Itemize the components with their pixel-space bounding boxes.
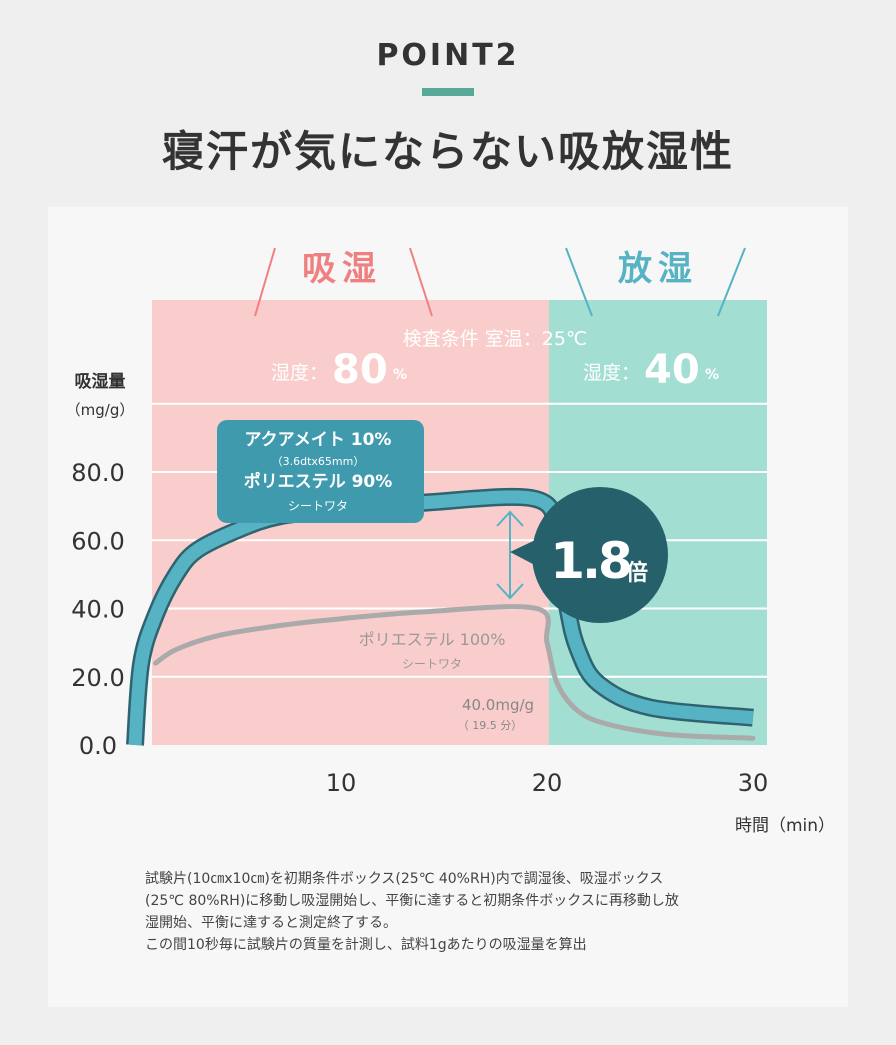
y-tick-label: 80.0 — [71, 459, 124, 487]
absorb-deco-right — [409, 247, 433, 317]
absorb-deco-left — [254, 247, 276, 317]
polyester-line1: ポリエステル 100% — [359, 630, 506, 649]
ratio-unit: 倍 — [626, 560, 648, 586]
absorb-percent: % — [393, 367, 407, 383]
y-axis-label: 吸湿量 — [75, 371, 126, 392]
release-deco-left — [565, 247, 593, 317]
note-line: 試験片(10㎝x10㎝)を初期条件ボックス(25℃ 40%RH)内で調湿後、吸湿… — [145, 871, 664, 887]
release-humidity-value: 40 — [644, 347, 700, 393]
note-line: この間10秒毎に試験片の質量を計測し、試料1gあたりの吸湿量を算出 — [145, 937, 587, 953]
point-label: POINT2 — [376, 38, 520, 73]
y-axis-unit: （mg/g） — [66, 401, 135, 419]
x-tick-labels: 10 20 30 — [326, 769, 769, 797]
y-tick-label: 0.0 — [79, 732, 117, 760]
y-tick-labels: 0.0 20.0 40.0 60.0 80.0 — [71, 459, 124, 760]
x-tick-label: 30 — [738, 769, 769, 797]
release-percent: % — [705, 367, 719, 383]
aquameit-callout: アクアメイト 10% （3.6dtx65mm） ポリエステル 90% シートワタ — [217, 420, 424, 523]
accent-bar — [422, 88, 474, 96]
y-tick-label: 40.0 — [71, 596, 124, 624]
absorb-label: 吸湿 — [302, 249, 382, 289]
condition-text: 検査条件 室温：25℃ — [403, 328, 588, 350]
x-tick-label: 20 — [532, 769, 563, 797]
ratio-badge: 1.8 倍 — [510, 487, 668, 623]
polyester-line2: シートワタ — [402, 657, 462, 671]
aquameit-line1: アクアメイト 10% — [245, 430, 392, 450]
absorb-humidity-value: 80 — [332, 347, 388, 393]
ratio-value: 1.8 — [550, 532, 630, 590]
test-method-note: 試験片(10㎝x10㎝)を初期条件ボックス(25℃ 40%RH)内で調湿後、吸湿… — [145, 868, 785, 956]
release-deco-right — [717, 247, 746, 317]
point-time: （ 19.5 分） — [458, 719, 523, 732]
x-tick-label: 10 — [326, 769, 357, 797]
note-line: 湿開始、平衡に達すると測定終了する。 — [145, 915, 397, 931]
page-title: 寝汗が気にならない吸放湿性 — [161, 127, 734, 176]
point-value: 40.0mg/g — [462, 696, 534, 714]
aquameit-line4: シートワタ — [288, 499, 348, 513]
aquameit-line3: ポリエステル 90% — [244, 471, 393, 492]
aquameit-line2: （3.6dtx65mm） — [272, 455, 365, 468]
x-axis-label: 時間（min） — [735, 816, 835, 836]
release-humidity-prefix: 湿度： — [583, 362, 640, 384]
y-tick-label: 20.0 — [71, 664, 124, 692]
series-polyester-line — [153, 604, 756, 741]
note-line: (25℃ 80%RH)に移動し吸湿開始し、平衡に達すると初期条件ボックスに再移動… — [145, 893, 679, 909]
difference-arrow — [496, 510, 524, 600]
absorb-humidity-prefix: 湿度： — [271, 362, 328, 384]
release-label: 放湿 — [618, 249, 698, 289]
y-tick-label: 60.0 — [71, 527, 124, 555]
